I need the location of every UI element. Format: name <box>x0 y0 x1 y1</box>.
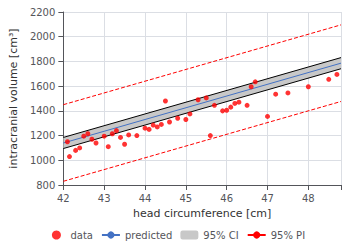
svg-text:1400: 1400 <box>30 105 55 116</box>
svg-text:data: data <box>70 230 93 241</box>
svg-text:800: 800 <box>36 180 55 191</box>
svg-text:2000: 2000 <box>30 31 55 42</box>
svg-text:predicted: predicted <box>125 230 172 241</box>
svg-text:2200: 2200 <box>30 7 55 18</box>
svg-text:1600: 1600 <box>30 81 55 92</box>
svg-text:1800: 1800 <box>30 56 55 67</box>
svg-text:42: 42 <box>57 193 70 204</box>
svg-text:46: 46 <box>220 193 233 204</box>
svg-text:48: 48 <box>302 193 315 204</box>
svg-text:intracranial volume [cm³]: intracranial volume [cm³] <box>7 28 20 168</box>
svg-text:43: 43 <box>98 193 111 204</box>
svg-text:1000: 1000 <box>30 155 55 166</box>
svg-text:47: 47 <box>261 193 274 204</box>
svg-text:head circumference [cm]: head circumference [cm] <box>133 207 271 220</box>
svg-text:95% CI: 95% CI <box>203 230 238 241</box>
svg-text:44: 44 <box>139 193 152 204</box>
svg-text:95% PI: 95% PI <box>271 230 305 241</box>
svg-text:45: 45 <box>179 193 192 204</box>
svg-text:1200: 1200 <box>30 130 55 141</box>
